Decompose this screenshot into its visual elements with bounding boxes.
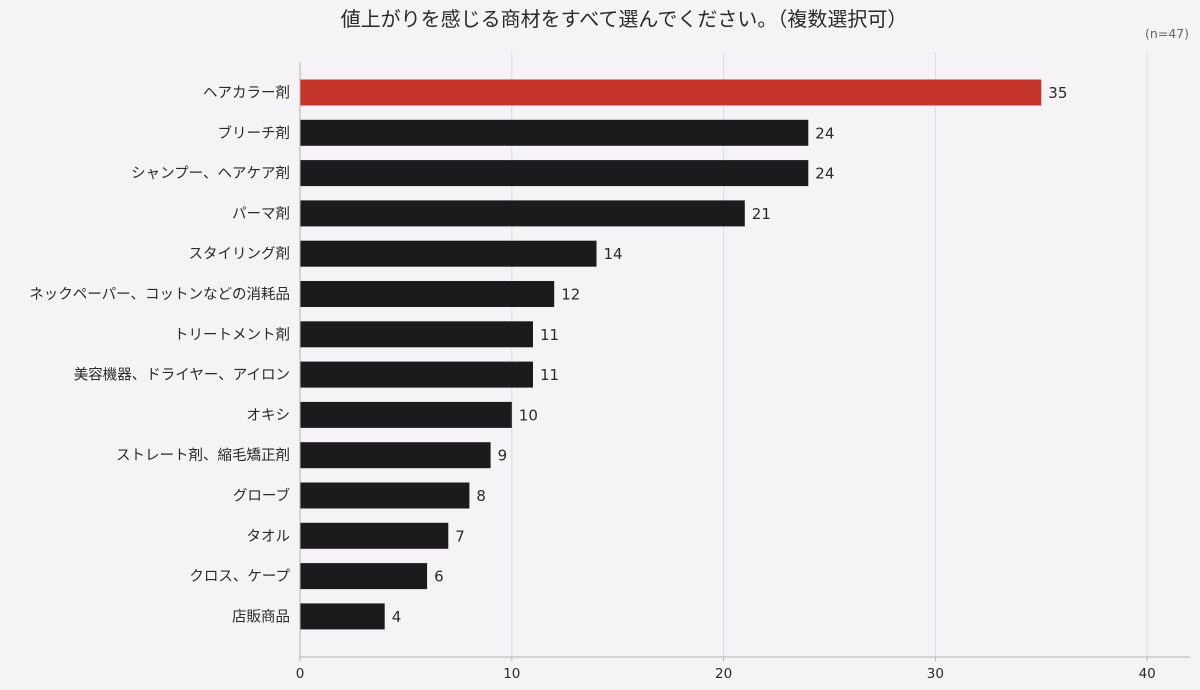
value-label: 14 (604, 245, 623, 263)
x-axis: 0 10 20 30 40 (296, 62, 1190, 682)
category-label: ストレート剤、縮毛矯正剤 (116, 447, 290, 464)
value-labels: 35 24 24 21 14 12 11 11 10 9 8 7 6 4 (392, 84, 1068, 626)
sample-size-note: (n=47) (1145, 26, 1189, 41)
value-label: 9 (498, 447, 508, 465)
value-label: 24 (815, 124, 834, 142)
category-label: シャンプー、ヘアケア剤 (131, 165, 290, 182)
category-label: ヘアカラー剤 (203, 85, 290, 102)
category-label: パーマ剤 (232, 205, 290, 222)
bar (300, 119, 809, 146)
category-label: オキシ (247, 408, 291, 424)
bar (300, 79, 1042, 106)
bar (300, 522, 449, 549)
value-label: 35 (1048, 84, 1067, 102)
value-label: 10 (519, 406, 538, 424)
category-labels: ヘアカラー剤ブリーチ剤シャンプー、ヘアケア剤パーマ剤スタイリング剤ネックペーパー… (29, 85, 290, 626)
x-tick-label: 10 (503, 666, 520, 682)
x-tick-label: 0 (296, 666, 305, 682)
bar (300, 442, 491, 469)
bar (300, 401, 512, 428)
bar (300, 160, 809, 187)
category-label: クロス、ケープ (189, 568, 290, 585)
value-label: 24 (815, 165, 834, 183)
category-label: 美容機器、ドライヤー、アイロン (74, 367, 290, 384)
value-label: 21 (752, 205, 771, 223)
bar (300, 603, 385, 630)
category-label: スタイリング剤 (189, 246, 291, 263)
value-label: 4 (392, 608, 402, 626)
bar (300, 281, 555, 307)
gridlines (511, 52, 1148, 657)
category-label: 店販商品 (232, 608, 290, 625)
category-label: トリートメント剤 (174, 326, 290, 343)
bar (300, 482, 470, 509)
bars (300, 79, 1042, 630)
value-label: 8 (476, 487, 486, 505)
x-tick-label: 30 (927, 666, 944, 682)
value-label: 7 (455, 527, 465, 545)
value-label: 6 (434, 568, 444, 586)
category-label: タオル (247, 528, 291, 545)
bar (300, 361, 533, 388)
value-label: 11 (540, 326, 559, 344)
category-label: グローブ (233, 487, 290, 505)
category-label: ネックペーパー、コットンなどの消耗品 (29, 286, 290, 303)
bar (300, 321, 533, 348)
category-label: ブリーチ剤 (218, 124, 291, 142)
bar (300, 240, 597, 267)
chart-title: 値上がりを感じる商材をすべて選んでください。（複数選択可） (341, 7, 908, 31)
x-tick-label: 40 (1139, 666, 1156, 682)
bar (300, 563, 428, 590)
bar (300, 200, 745, 227)
x-tick-label: 20 (715, 666, 732, 682)
value-label: 11 (540, 366, 559, 384)
value-label: 12 (561, 286, 580, 304)
